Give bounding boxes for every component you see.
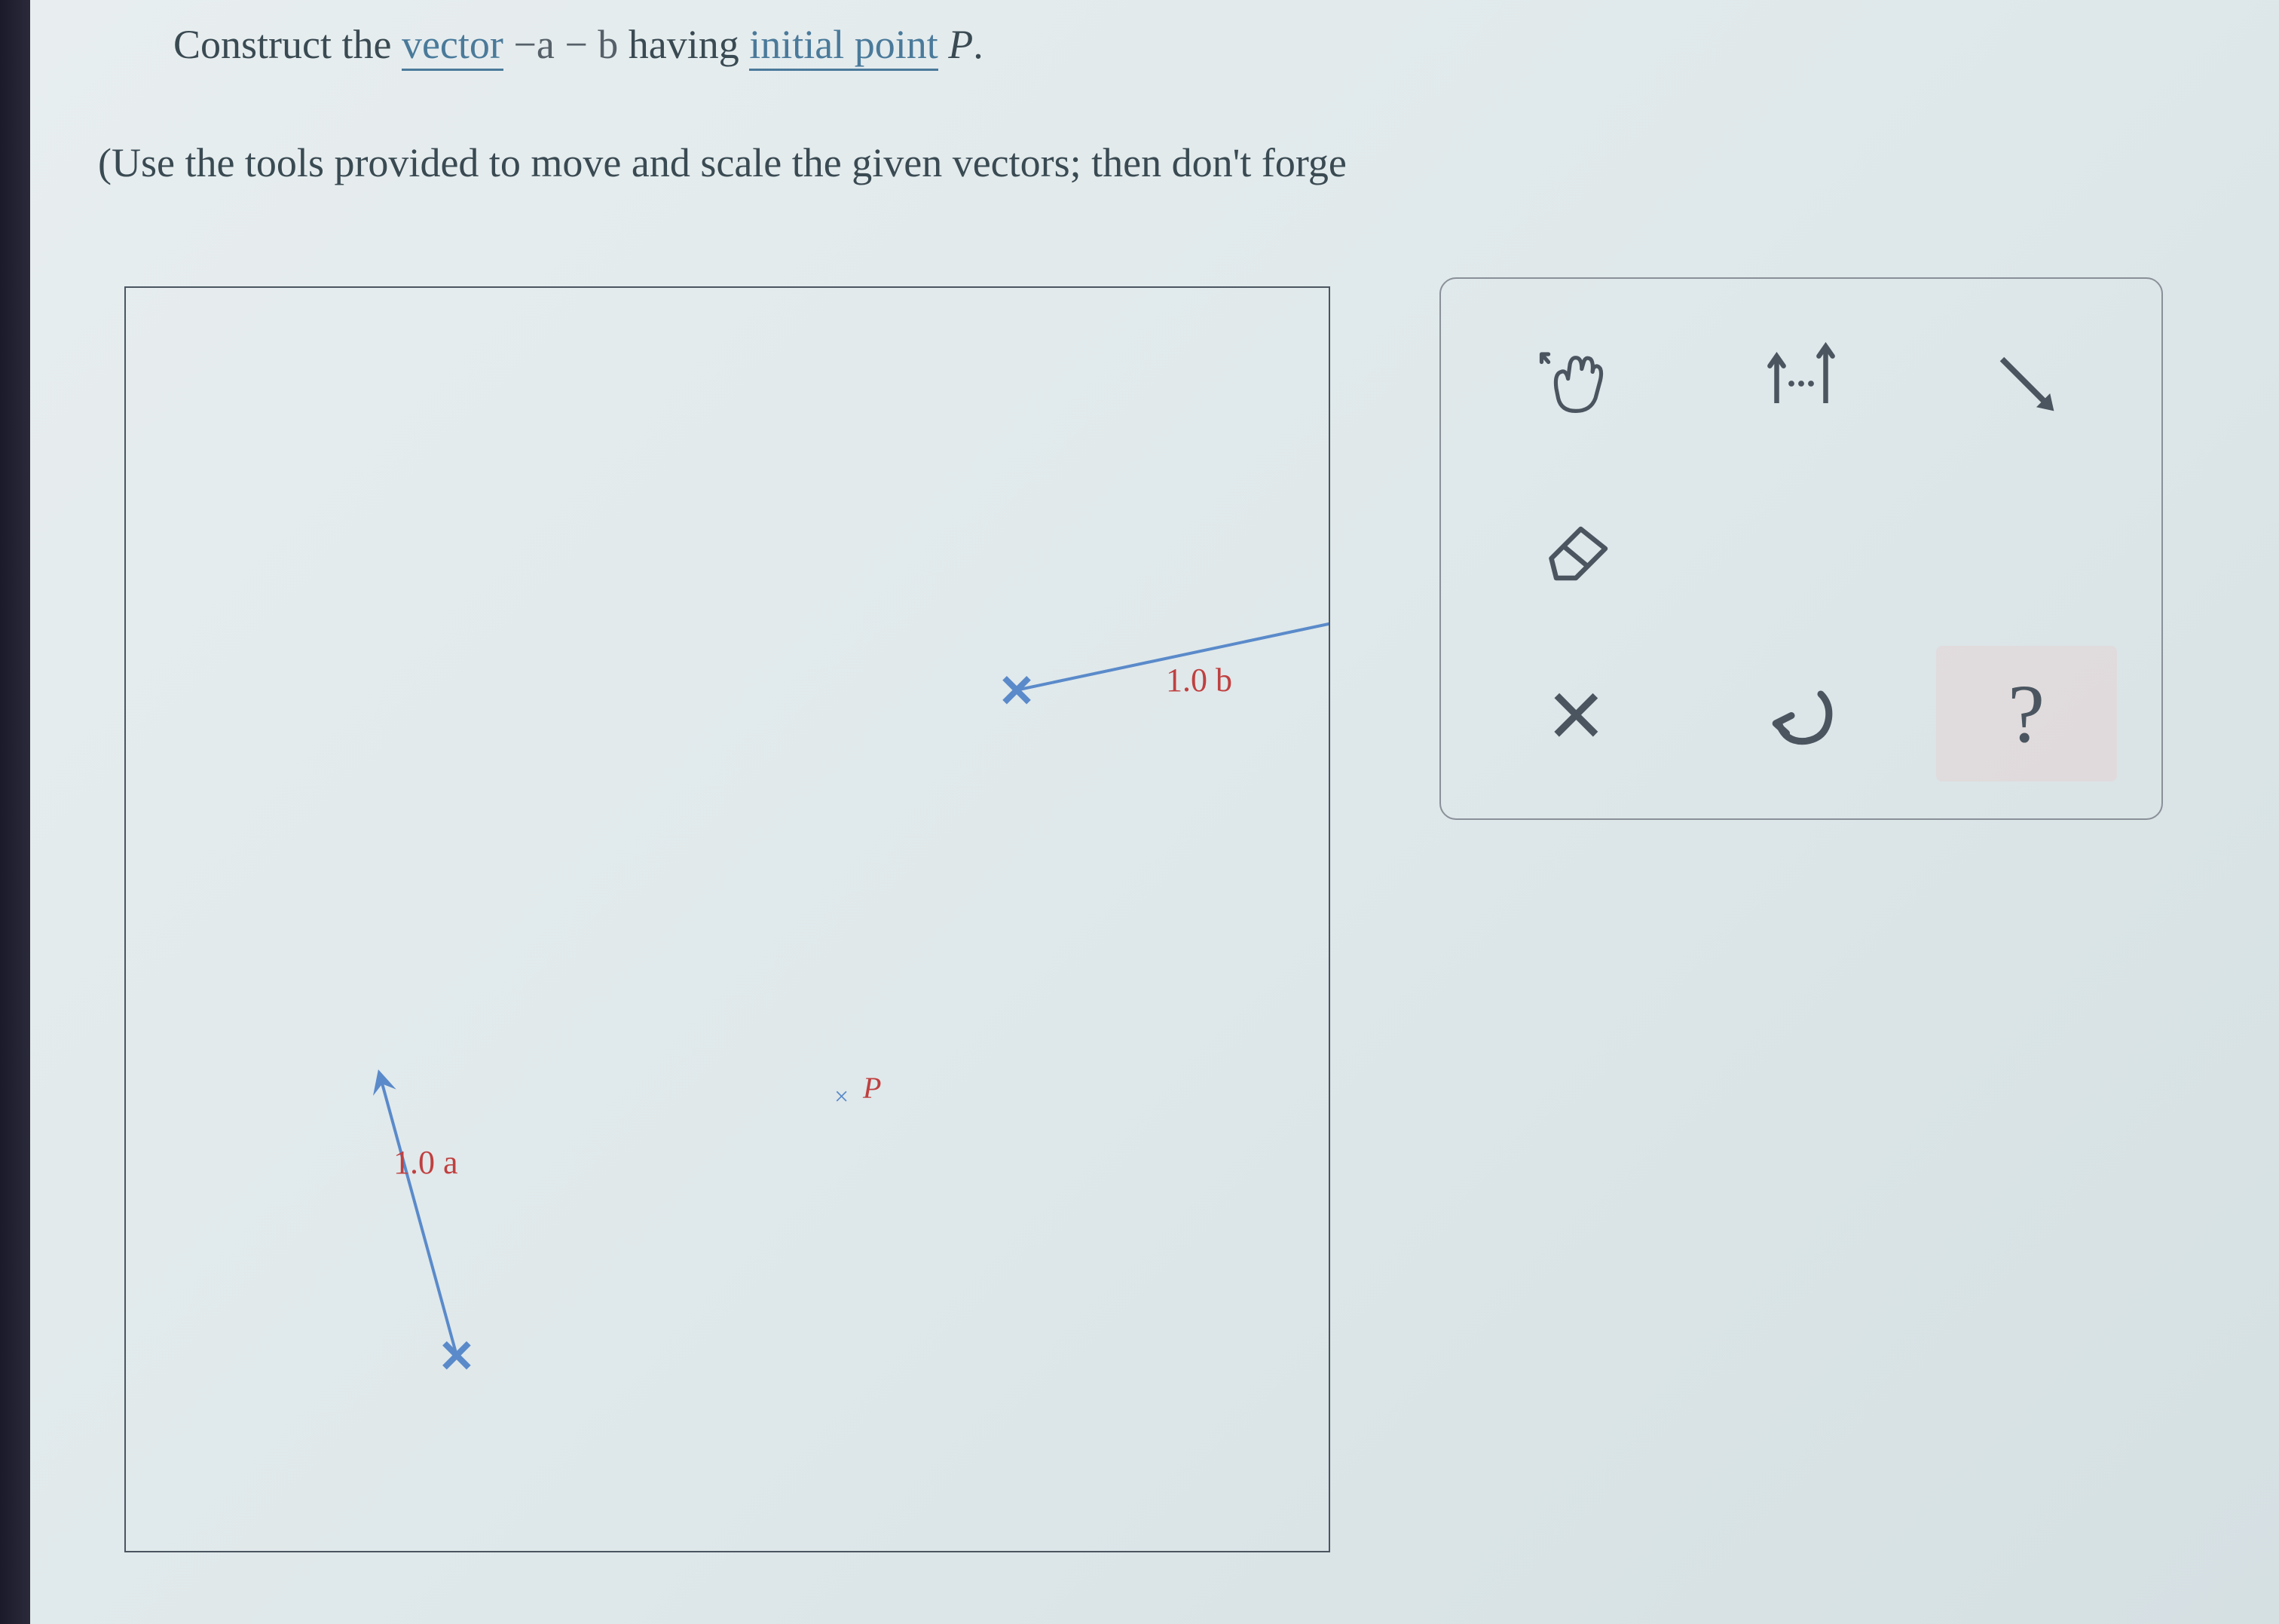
instruction-line-1: Construct the vector −a − b having initi… [173,21,983,68]
point-p-marker[interactable]: × [834,1083,849,1112]
undo-icon [1752,665,1850,763]
scale-arrows-icon [1752,335,1850,433]
undo-button[interactable] [1711,646,1892,781]
initial-point-link[interactable]: initial point [749,22,938,71]
vector-a-label: 1.0 a [393,1143,458,1182]
instruction-line-2: (Use the tools provided to move and scal… [98,139,1347,186]
vector-b-label: 1.0 b [1166,661,1232,699]
clear-icon: × [1547,665,1604,763]
drawing-canvas[interactable]: 1.0 a 1.0 b × P [124,286,1330,1552]
move-tool-button[interactable] [1485,316,1666,451]
var-p: P [948,22,973,67]
vector-b[interactable] [126,288,1329,1551]
help-button[interactable]: ? [1936,646,2117,781]
text-middle: having [618,22,749,67]
clear-all-button[interactable]: × [1485,646,1666,781]
help-icon: ? [2008,672,2045,755]
tools-panel: × ? [1439,277,2163,820]
space [938,22,949,67]
tools-empty-slot-2 [1936,481,2117,616]
hand-move-icon [1527,335,1625,433]
text-prefix: Construct the [173,22,402,67]
vector-link[interactable]: vector [402,22,503,71]
window-left-edge [0,0,30,1624]
eraser-tool-button[interactable] [1485,481,1666,616]
var-b: b [598,22,618,67]
point-p-label: P [863,1070,881,1106]
expr-neg: − [503,22,537,67]
var-a: a [537,22,555,67]
eraser-icon [1527,500,1625,598]
vector-a[interactable] [126,288,1329,1551]
vector-arrow-tool-button[interactable] [1936,316,2117,451]
vector-arrow-icon [1978,335,2076,433]
period: . [973,22,983,67]
tools-empty-slot-1 [1711,481,1892,616]
scale-tool-button[interactable] [1711,316,1892,451]
expr-minus: − [555,22,598,67]
